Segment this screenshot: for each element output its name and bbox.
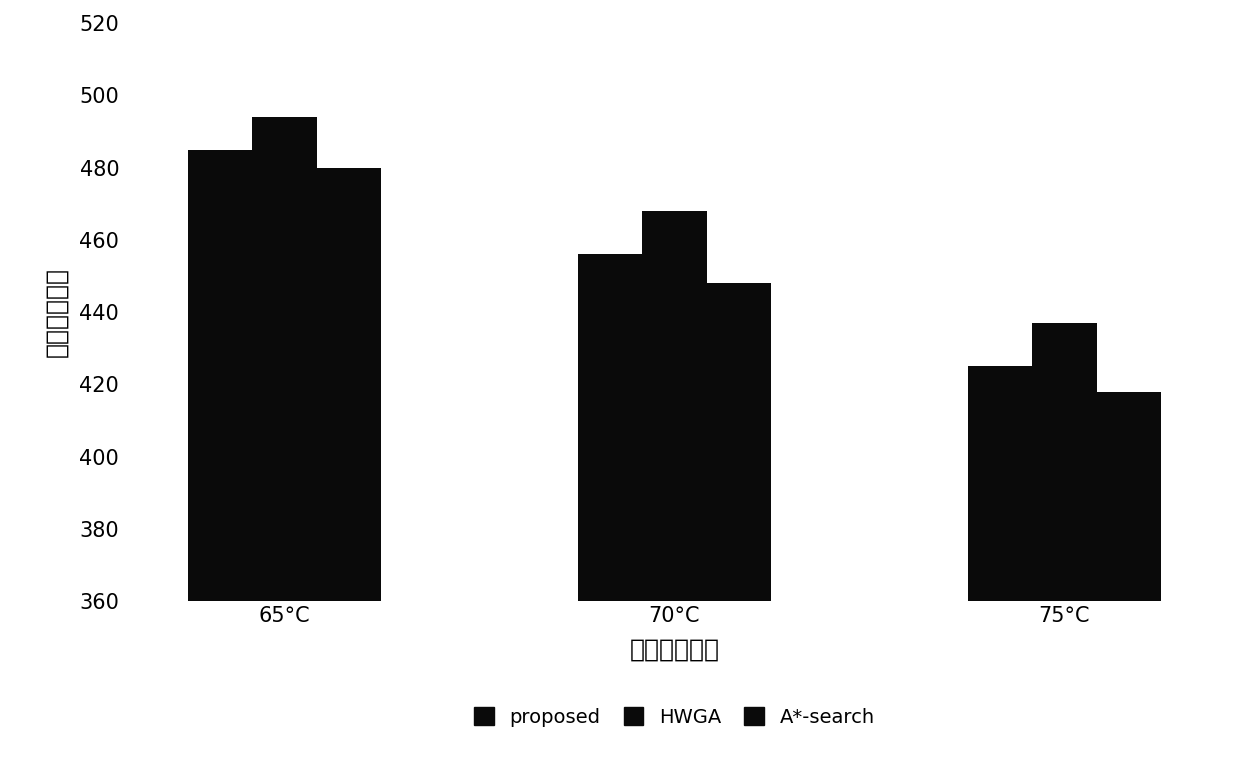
Bar	[578, 254, 642, 771]
Bar	[968, 366, 1033, 771]
Bar	[253, 117, 316, 771]
Bar	[707, 283, 771, 771]
Bar	[188, 150, 253, 771]
Y-axis label: 平均能量消耗: 平均能量消耗	[45, 268, 68, 357]
Legend: proposed, HWGA, A*-search: proposed, HWGA, A*-search	[465, 698, 884, 736]
X-axis label: 最高温度约束: 最高温度约束	[630, 638, 719, 662]
Bar	[316, 167, 381, 771]
Bar	[642, 211, 707, 771]
Bar	[1096, 392, 1161, 771]
Bar	[1033, 323, 1096, 771]
